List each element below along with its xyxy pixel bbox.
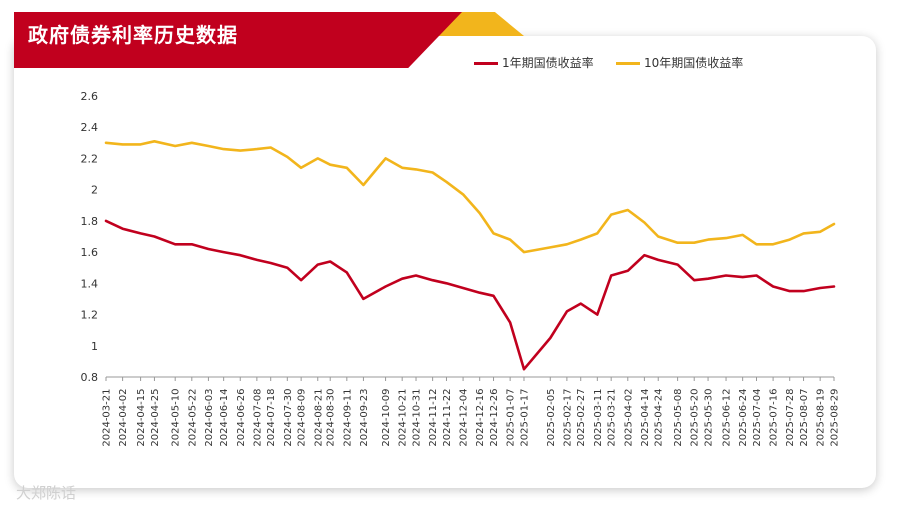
x-tick-label: 2025-02-05 — [546, 389, 557, 447]
x-tick-label: 2024-07-08 — [252, 389, 263, 447]
x-tick-label: 2025-03-11 — [593, 389, 604, 447]
x-tick-label: 2024-08-30 — [326, 389, 337, 447]
y-tick-label: 2.4 — [81, 121, 99, 134]
x-tick-label: 2024-09-23 — [359, 389, 370, 447]
x-tick-label: 2024-12-26 — [489, 389, 500, 447]
y-tick-label: 2.2 — [81, 152, 99, 165]
x-tick-label: 2024-06-26 — [236, 389, 247, 447]
x-axis: 2024-03-21 2024-04-02 2024-04-15 2024-04-25… — [102, 376, 841, 447]
x-tick-label: 2024-07-30 — [283, 389, 294, 447]
x-tick-label: 2025-05-30 — [704, 389, 715, 447]
series-line-10y — [104, 140, 836, 254]
page-title: 政府债券利率历史数据 — [28, 23, 238, 47]
x-tick-label: 2025-08-29 — [830, 389, 841, 447]
legend-label-10y: 10年期国债收益率 — [644, 56, 744, 70]
x-tick-label: 2024-10-21 — [398, 389, 409, 447]
series-line-1y — [104, 219, 836, 371]
x-tick-label: 2024-11-12 — [428, 389, 439, 447]
x-tick-label: 2024-04-15 — [136, 389, 147, 447]
legend-swatch-10y — [616, 62, 640, 65]
x-tick-label: 2024-09-11 — [342, 389, 353, 447]
x-tick-label: 2025-03-21 — [607, 389, 618, 447]
x-tick-label: 2024-04-02 — [118, 389, 129, 447]
x-tick-label: 2024-10-31 — [412, 389, 423, 447]
x-tick-label: 2025-08-19 — [816, 389, 827, 447]
x-tick-label: 2025-02-17 — [562, 389, 573, 447]
x-tick-label: 2025-06-12 — [722, 389, 733, 447]
x-tick-label: 2024-11-22 — [442, 389, 453, 447]
x-tick-label: 2025-05-20 — [690, 389, 701, 447]
x-tick-label: 2024-12-16 — [475, 389, 486, 447]
x-tick-label: 2024-03-21 — [102, 389, 113, 447]
legend-swatch-1y — [474, 62, 498, 65]
y-tick-label: 2.6 — [81, 90, 99, 103]
x-tick-label: 2024-08-21 — [313, 389, 324, 447]
title-banner — [14, 12, 462, 68]
x-tick-label: 2025-05-08 — [673, 389, 684, 447]
x-tick-label: 2024-08-09 — [297, 389, 308, 447]
y-tick-label: 1.8 — [81, 215, 99, 228]
series-lines — [104, 140, 836, 371]
x-tick-label: 2025-06-24 — [738, 389, 749, 447]
x-tick-label: 2024-06-14 — [219, 389, 230, 447]
legend-label-1y: 1年期国债收益率 — [502, 56, 594, 70]
x-tick-label: 2025-07-28 — [785, 389, 796, 447]
x-tick-label: 2025-02-27 — [576, 389, 587, 447]
y-tick-label: 0.8 — [81, 371, 99, 384]
y-axis: 0.8 1 1.2 1.4 1.6 1.8 2 2.2 2.4 2.6 — [81, 90, 99, 384]
legend-item-10y[interactable]: 10年期国债收益率 — [616, 54, 743, 71]
y-tick-label: 1.2 — [81, 309, 99, 322]
x-tick-label: 2024-05-22 — [187, 389, 198, 447]
x-tick-label: 2025-01-17 — [519, 389, 530, 447]
x-tick-label: 2025-07-16 — [769, 389, 780, 447]
x-tick-label: 2025-04-14 — [640, 389, 651, 447]
y-tick-label: 1 — [91, 340, 98, 353]
x-tick-label: 2025-04-24 — [654, 389, 665, 447]
x-tick-label: 2025-04-02 — [623, 389, 634, 447]
x-tick-label: 2025-01-07 — [506, 389, 517, 447]
watermark-text: 大郑陈话 — [16, 484, 77, 502]
x-tick-label: 2024-10-09 — [381, 389, 392, 447]
legend-item-1y[interactable]: 1年期国债收益率 — [474, 54, 594, 71]
chart-card — [14, 36, 876, 488]
y-tick-label: 1.6 — [81, 246, 99, 259]
x-tick-label: 2024-12-04 — [459, 389, 470, 447]
x-tick-label: 2024-04-25 — [150, 389, 161, 447]
x-tick-label: 2024-06-03 — [204, 389, 215, 447]
x-tick-label: 2025-07-04 — [752, 389, 763, 447]
y-tick-label: 1.4 — [81, 277, 99, 290]
x-tick-label: 2024-05-10 — [171, 389, 182, 447]
x-tick-label: 2025-08-07 — [799, 389, 810, 447]
y-tick-label: 2 — [91, 184, 98, 197]
x-tick-label: 2024-07-18 — [266, 389, 277, 447]
